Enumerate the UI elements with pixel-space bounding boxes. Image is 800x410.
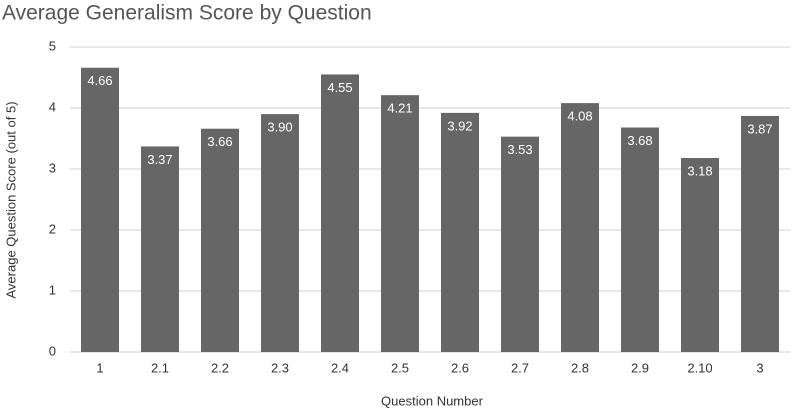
x-tick-label: 2.8 xyxy=(571,360,589,375)
x-tick-label: 2.2 xyxy=(211,360,229,375)
x-tick-label: 1 xyxy=(96,360,103,375)
data-label: 4.55 xyxy=(327,80,352,95)
x-tick-label: 2.7 xyxy=(511,360,529,375)
y-axis-label: Average Question Score (out of 5) xyxy=(3,101,18,298)
data-label: 3.18 xyxy=(687,163,712,178)
bar xyxy=(321,74,359,352)
bar xyxy=(501,136,539,352)
data-label: 3.92 xyxy=(447,118,472,133)
bar xyxy=(261,114,299,352)
x-tick-label: 3 xyxy=(756,360,763,375)
data-label: 4.21 xyxy=(387,101,412,116)
bar xyxy=(441,112,479,352)
bar xyxy=(381,95,419,352)
data-label: 3.87 xyxy=(747,121,772,136)
bar xyxy=(201,128,239,352)
y-tick-label: 3 xyxy=(49,160,56,175)
y-tick-label: 2 xyxy=(49,221,56,236)
data-label: 4.66 xyxy=(87,73,112,88)
y-tick-label: 4 xyxy=(49,99,56,114)
bar xyxy=(81,67,119,353)
bar xyxy=(681,158,719,352)
data-label: 3.68 xyxy=(627,133,652,148)
data-label: 4.08 xyxy=(567,109,592,124)
x-tick-label: 2.6 xyxy=(451,360,469,375)
y-tick-label: 1 xyxy=(49,282,56,297)
x-tick-label: 2.4 xyxy=(331,360,349,375)
x-tick-label: 2.1 xyxy=(151,360,169,375)
data-label: 3.66 xyxy=(207,134,232,149)
chart-title: Average Generalism Score by Question xyxy=(2,2,372,25)
y-tick-label: 0 xyxy=(49,343,56,358)
y-tick-label: 5 xyxy=(49,38,56,53)
x-tick-label: 2.9 xyxy=(631,360,649,375)
bar xyxy=(621,127,659,353)
data-label: 3.53 xyxy=(507,142,532,157)
bar xyxy=(741,115,779,353)
x-axis-label: Question Number xyxy=(381,393,484,408)
x-tick-label: 2.5 xyxy=(391,360,409,375)
data-label: 3.90 xyxy=(267,120,292,135)
bar xyxy=(141,146,179,352)
x-tick-label: 2.3 xyxy=(271,360,289,375)
x-tick-label: 2.10 xyxy=(687,360,712,375)
data-label: 3.37 xyxy=(147,152,172,167)
bar xyxy=(561,103,599,353)
